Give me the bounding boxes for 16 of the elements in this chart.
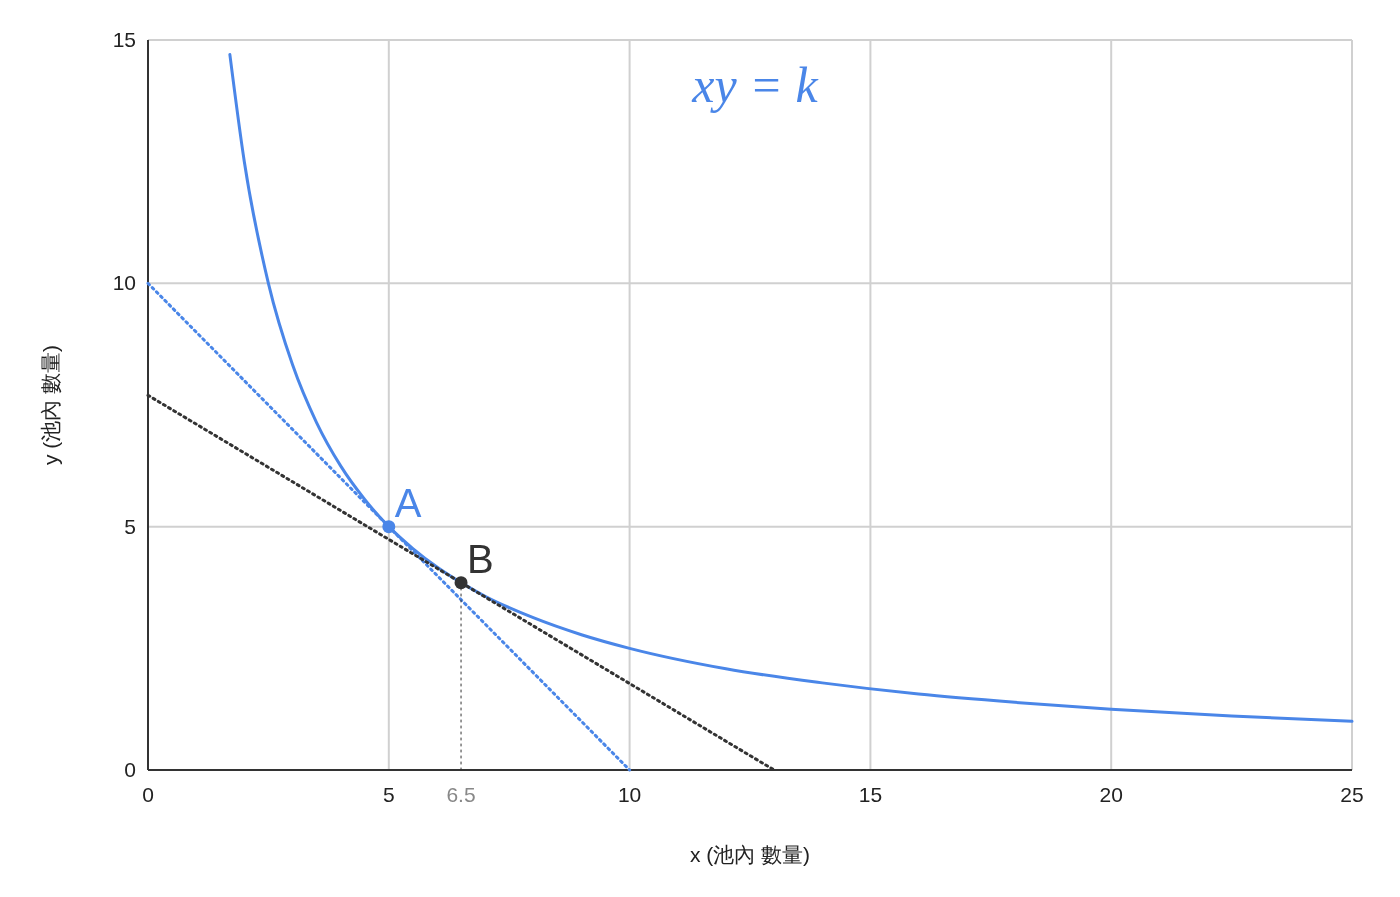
- x-tick-label: 6.5: [446, 783, 476, 806]
- x-tick-label: 25: [1340, 783, 1364, 806]
- annotation: B: [467, 536, 494, 581]
- x-tick-label: 0: [142, 783, 154, 806]
- y-tick-label: 5: [124, 514, 136, 538]
- annotation: xy = k: [691, 57, 819, 113]
- x-tick-label: 5: [382, 783, 395, 806]
- y-tick-label: 15: [112, 28, 136, 51]
- y-axis-title: y (池內 數量): [39, 344, 62, 466]
- y-tick-label: 10: [112, 271, 136, 295]
- x-axis-title: x (池內 數量): [689, 843, 811, 866]
- x-tick-label: 10: [617, 783, 642, 806]
- annotation: A: [394, 480, 422, 525]
- y-tick-label: 0: [124, 758, 136, 781]
- x-tick-label: 20: [1099, 783, 1123, 806]
- x-tick-label: 15: [858, 783, 883, 806]
